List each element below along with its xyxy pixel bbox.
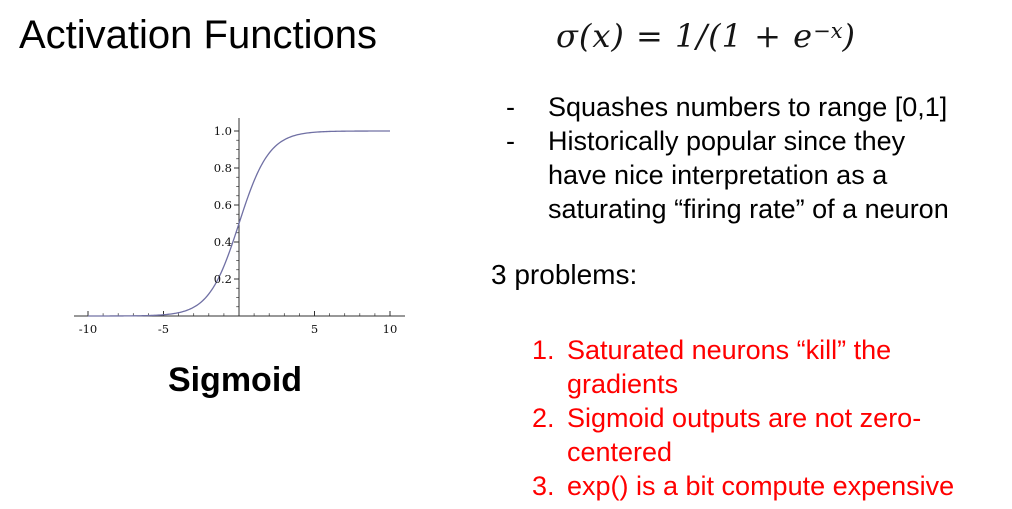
svg-text:0.2: 0.2 [214, 272, 232, 286]
bullet-dash: - [506, 92, 515, 122]
bullet-item: - Squashes numbers to range [0,1] [490, 90, 976, 124]
bullet-text: Squashes numbers to range [0,1] [548, 92, 948, 122]
problem-text: Saturated neurons “kill” the gradients [567, 335, 892, 399]
formula-main: σ(x) = 1/(1 + e [556, 17, 814, 55]
svg-text:-10: -10 [79, 322, 98, 336]
problem-item: 3. exp() is a bit compute expensive [532, 469, 1002, 503]
sigmoid-plot-chart: -10 -5 5 10 0.2 0.4 0.6 0.8 1.0 [74, 118, 405, 336]
bullet-item: - Historically popular since they have n… [490, 124, 976, 226]
bullet-text: Historically popular since they have nic… [548, 126, 949, 224]
formula-close: ) [842, 17, 857, 55]
svg-text:-5: -5 [158, 322, 169, 336]
formula-exponent: −x [813, 19, 843, 43]
svg-text:1.0: 1.0 [214, 124, 232, 138]
page-title: Activation Functions [19, 13, 377, 57]
svg-text:5: 5 [311, 322, 318, 336]
svg-text:0.4: 0.4 [214, 235, 232, 249]
problem-text: exp() is a bit compute expensive [567, 471, 955, 501]
figure-caption: Sigmoid [167, 361, 303, 399]
svg-text:0.8: 0.8 [214, 161, 232, 175]
problems-heading: 3 problems: [491, 259, 638, 290]
bullet-dash: - [506, 126, 515, 156]
problem-number: 2. [532, 403, 555, 433]
problem-text: Sigmoid outputs are not zero- centered [567, 403, 922, 467]
bullet-list: - Squashes numbers to range [0,1] - Hist… [490, 90, 976, 226]
svg-text:10: 10 [383, 322, 398, 336]
problems-list: 1. Saturated neurons “kill” the gradient… [532, 333, 1002, 503]
problem-number: 1. [532, 335, 555, 365]
problem-number: 3. [532, 471, 555, 501]
sigmoid-figure: -10 -5 5 10 0.2 0.4 0.6 0.8 1.0 [60, 98, 410, 353]
sigmoid-formula: σ(x) = 1/(1 + e−x) [556, 14, 856, 58]
svg-text:0.6: 0.6 [214, 198, 232, 212]
problem-item: 1. Saturated neurons “kill” the gradient… [532, 333, 1002, 401]
problem-item: 2. Sigmoid outputs are not zero- centere… [532, 401, 1002, 469]
